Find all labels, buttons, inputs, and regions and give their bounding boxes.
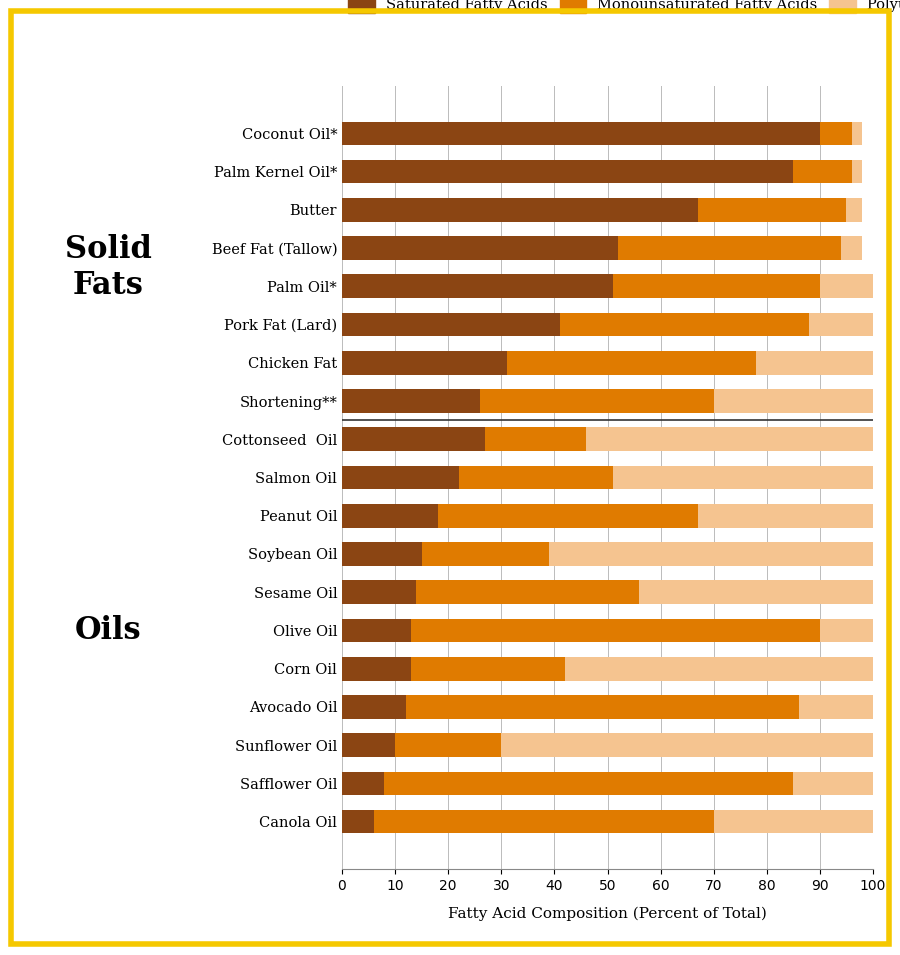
Bar (342, 390, 480, 413)
Text: Solid
Fats: Solid Fats (65, 234, 151, 301)
Bar (395, 733, 501, 757)
Bar (480, 390, 714, 413)
Bar (560, 312, 809, 336)
Bar (342, 695, 406, 719)
Bar (851, 159, 862, 183)
Bar (342, 657, 411, 681)
Bar (342, 236, 618, 260)
Bar (342, 504, 437, 527)
Bar (698, 198, 846, 222)
Bar (437, 504, 698, 527)
Bar (411, 657, 565, 681)
Bar (613, 274, 820, 298)
Bar (798, 695, 873, 719)
Bar (618, 236, 842, 260)
Legend: Saturated Fatty Acids, Monounsaturated Fatty Acids, Polyunsaturated Fatty Acids: Saturated Fatty Acids, Monounsaturated F… (344, 0, 900, 17)
Bar (820, 121, 851, 145)
Bar (406, 695, 798, 719)
Bar (342, 428, 485, 451)
Bar (374, 810, 714, 834)
Bar (846, 198, 862, 222)
Bar (342, 581, 417, 605)
Bar (756, 350, 873, 374)
X-axis label: Fatty Acid Composition (Percent of Total): Fatty Acid Composition (Percent of Total… (448, 906, 767, 921)
Bar (842, 236, 862, 260)
Bar (342, 733, 395, 757)
Bar (820, 619, 873, 643)
Bar (485, 428, 586, 451)
Bar (342, 312, 560, 336)
Bar (342, 350, 507, 374)
Bar (342, 810, 374, 834)
Bar (820, 274, 873, 298)
Bar (851, 121, 862, 145)
Bar (411, 619, 820, 643)
Bar (613, 466, 873, 489)
Bar (342, 772, 384, 796)
Bar (501, 733, 873, 757)
Bar (342, 121, 820, 145)
Bar (342, 619, 411, 643)
Bar (639, 581, 873, 605)
Bar (342, 274, 613, 298)
Bar (421, 542, 549, 565)
Bar (342, 198, 698, 222)
Text: Oils: Oils (75, 615, 141, 646)
Bar (794, 772, 873, 796)
Bar (794, 159, 851, 183)
Bar (809, 312, 873, 336)
Bar (565, 657, 873, 681)
Bar (507, 350, 756, 374)
Bar (586, 428, 873, 451)
Bar (342, 159, 794, 183)
Bar (417, 581, 639, 605)
Bar (384, 772, 794, 796)
Bar (459, 466, 613, 489)
Bar (342, 466, 459, 489)
Bar (342, 542, 421, 565)
Bar (698, 504, 873, 527)
Bar (549, 542, 873, 565)
Bar (714, 390, 873, 413)
Bar (714, 810, 873, 834)
